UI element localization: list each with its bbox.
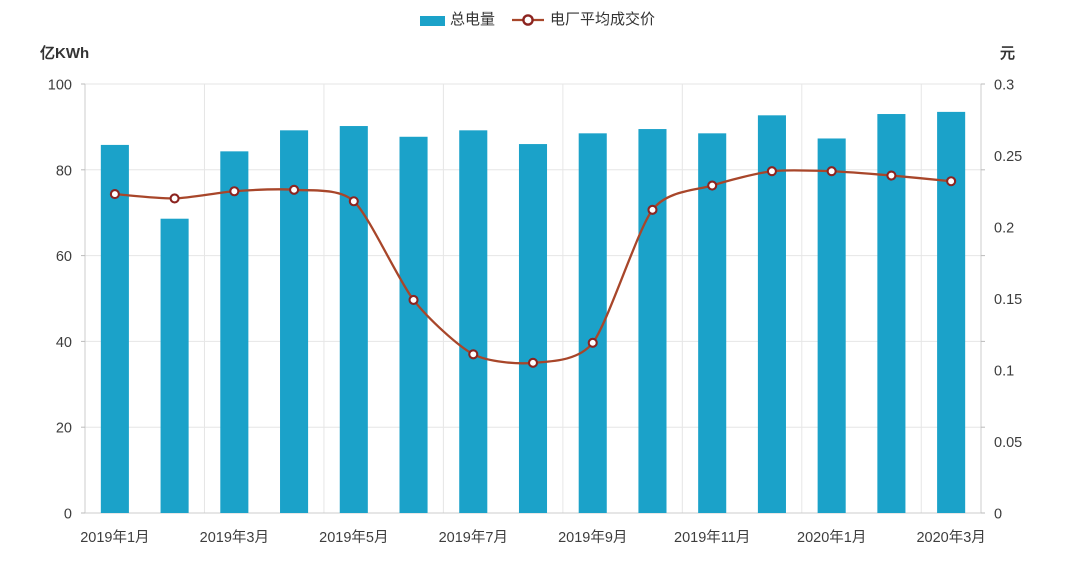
- svg-text:2020年1月: 2020年1月: [797, 529, 866, 546]
- svg-text:40: 40: [56, 335, 72, 351]
- svg-text:2019年3月: 2019年3月: [200, 529, 269, 546]
- svg-text:80: 80: [56, 163, 72, 179]
- svg-text:0.3: 0.3: [994, 78, 1014, 94]
- svg-text:2019年11月: 2019年11月: [674, 529, 750, 546]
- svg-text:2020年3月: 2020年3月: [916, 529, 985, 546]
- svg-text:0: 0: [994, 507, 1002, 523]
- svg-text:60: 60: [56, 249, 72, 265]
- svg-text:0.2: 0.2: [994, 221, 1014, 237]
- svg-text:100: 100: [48, 78, 72, 94]
- svg-text:0.05: 0.05: [994, 435, 1022, 451]
- svg-text:2019年7月: 2019年7月: [439, 529, 508, 546]
- svg-text:2019年1月: 2019年1月: [80, 529, 149, 546]
- svg-text:2019年5月: 2019年5月: [319, 529, 388, 546]
- svg-text:2019年9月: 2019年9月: [558, 529, 627, 546]
- svg-text:0.25: 0.25: [994, 149, 1022, 165]
- svg-text:0.15: 0.15: [994, 292, 1022, 308]
- svg-text:0: 0: [64, 507, 72, 523]
- svg-text:20: 20: [56, 421, 72, 437]
- svg-text:0.1: 0.1: [994, 364, 1014, 380]
